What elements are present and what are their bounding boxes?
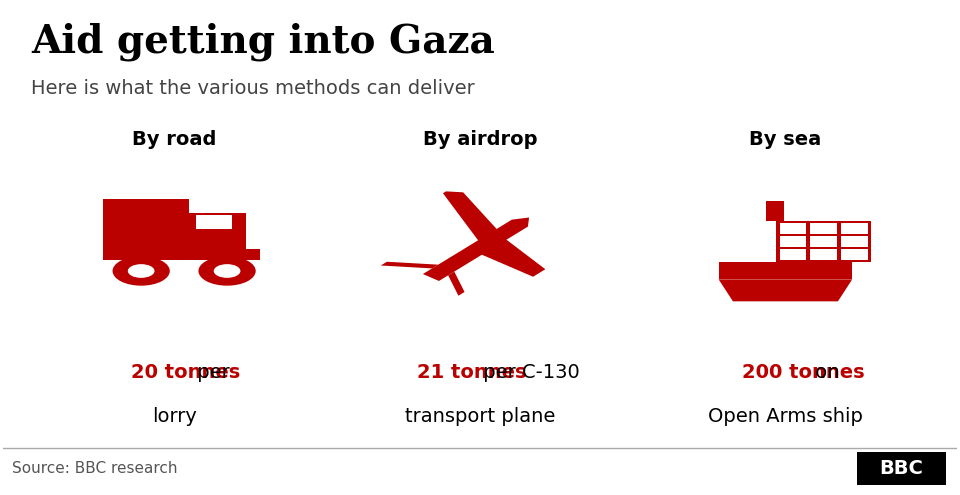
Text: on: on	[809, 363, 839, 382]
Polygon shape	[381, 262, 438, 268]
FancyBboxPatch shape	[719, 262, 852, 279]
Circle shape	[112, 256, 170, 286]
FancyBboxPatch shape	[841, 223, 868, 234]
FancyBboxPatch shape	[103, 249, 260, 260]
Polygon shape	[719, 279, 852, 301]
Polygon shape	[422, 217, 529, 281]
Text: Aid getting into Gaza: Aid getting into Gaza	[32, 22, 495, 61]
Text: per C-130: per C-130	[477, 363, 580, 382]
FancyBboxPatch shape	[103, 198, 189, 250]
FancyBboxPatch shape	[810, 249, 837, 260]
Text: By road: By road	[132, 130, 217, 149]
FancyBboxPatch shape	[810, 236, 837, 247]
Text: By airdrop: By airdrop	[422, 130, 538, 149]
Text: 20 tonnes per: 20 tonnes per	[0, 494, 1, 495]
Text: per: per	[191, 363, 230, 382]
FancyBboxPatch shape	[810, 223, 837, 234]
Text: Open Arms ship: Open Arms ship	[708, 407, 863, 426]
FancyBboxPatch shape	[780, 223, 806, 234]
Circle shape	[214, 264, 240, 278]
Text: 21 tonnes per C-130: 21 tonnes per C-130	[0, 494, 1, 495]
Polygon shape	[443, 192, 545, 277]
Text: lorry: lorry	[152, 407, 197, 426]
Text: 20 tonnes: 20 tonnes	[132, 363, 240, 382]
FancyBboxPatch shape	[776, 221, 872, 262]
FancyBboxPatch shape	[766, 201, 783, 221]
Polygon shape	[189, 213, 246, 233]
Text: 200 tonnes on: 200 tonnes on	[0, 494, 1, 495]
Text: 200 tonnes: 200 tonnes	[742, 363, 865, 382]
FancyBboxPatch shape	[841, 236, 868, 247]
Text: Source: BBC research: Source: BBC research	[12, 461, 178, 476]
Text: 21 tonnes: 21 tonnes	[417, 363, 526, 382]
FancyBboxPatch shape	[780, 236, 806, 247]
FancyBboxPatch shape	[780, 249, 806, 260]
Text: BBC: BBC	[879, 459, 924, 478]
Circle shape	[199, 256, 255, 286]
FancyBboxPatch shape	[857, 452, 946, 486]
FancyBboxPatch shape	[196, 215, 232, 229]
Text: Here is what the various methods can deliver: Here is what the various methods can del…	[32, 79, 475, 98]
FancyBboxPatch shape	[189, 213, 246, 250]
Polygon shape	[448, 272, 465, 296]
Circle shape	[128, 264, 155, 278]
Text: transport plane: transport plane	[405, 407, 555, 426]
FancyBboxPatch shape	[841, 249, 868, 260]
Text: By sea: By sea	[750, 130, 822, 149]
